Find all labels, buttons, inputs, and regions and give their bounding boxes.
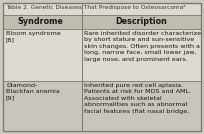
Text: Description: Description: [115, 18, 167, 27]
Text: Inherited pure red cell aplasia.
Patients at risk for MDS and AML.
Associated wi: Inherited pure red cell aplasia. Patient…: [84, 83, 191, 114]
Text: Bloom syndrome
[8]: Bloom syndrome [8]: [6, 31, 61, 42]
FancyBboxPatch shape: [3, 81, 201, 131]
Text: Diamond-
Blackfan anemia
[9]: Diamond- Blackfan anemia [9]: [6, 83, 60, 101]
Text: Rare inherited disorder characterize
by short stature and sun-sensitive
skin cha: Rare inherited disorder characterize by …: [84, 31, 201, 62]
FancyBboxPatch shape: [3, 29, 201, 81]
FancyBboxPatch shape: [3, 3, 201, 131]
FancyBboxPatch shape: [3, 15, 201, 29]
Text: Syndrome: Syndrome: [18, 18, 64, 27]
Text: Table 2. Genetic Diseases That Predispose to Osteosarcomaᵃ: Table 2. Genetic Diseases That Predispos…: [6, 5, 185, 10]
